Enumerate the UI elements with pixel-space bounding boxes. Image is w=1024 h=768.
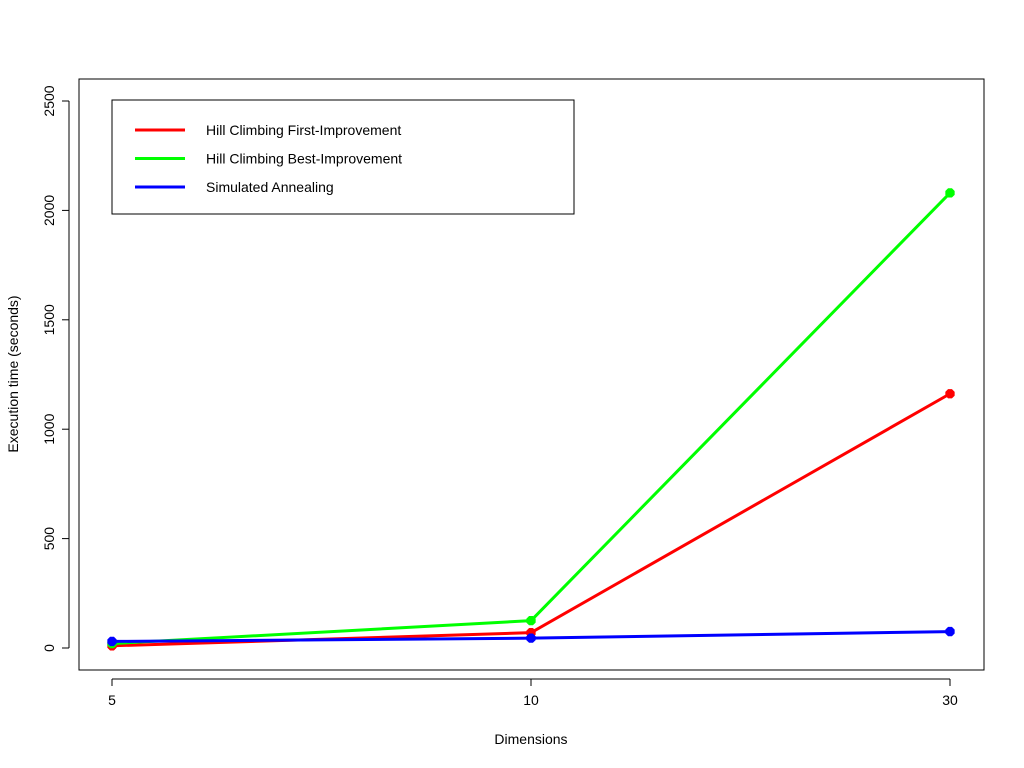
x-tick-label: 10: [523, 692, 539, 708]
y-axis: 0 500 1000 1500 2000 2500: [41, 85, 70, 652]
data-point: [107, 636, 117, 647]
x-tick-label: 30: [942, 692, 958, 708]
series-hill-climbing-best-improvement: [107, 188, 955, 649]
legend-box: [111, 99, 575, 215]
data-point: [526, 615, 536, 626]
y-tick-label: 0: [41, 644, 57, 652]
x-axis-label: Dimensions: [494, 731, 567, 747]
legend-label: Hill Climbing Best-Improvement: [206, 151, 402, 167]
series-line: [111, 191, 952, 646]
series-simulated-annealing: [107, 626, 955, 647]
y-tick-label: 1500: [41, 304, 57, 335]
x-tick-label: 5: [108, 692, 116, 708]
data-point: [945, 188, 955, 198]
series-layer: [107, 188, 955, 651]
y-axis-label: Execution time (seconds): [5, 295, 21, 452]
y-tick-label: 500: [41, 527, 57, 551]
series-hill-climbing-first-improvement: [107, 389, 955, 651]
legend-label: Hill Climbing First-Improvement: [206, 122, 401, 138]
legend: Hill Climbing First-Improvement Hill Clim…: [111, 99, 575, 215]
y-tick-label: 2000: [41, 195, 57, 226]
y-tick-label: 1000: [41, 413, 57, 444]
data-point: [945, 626, 955, 637]
y-tick-label: 2500: [41, 85, 57, 116]
plot-area-border: [78, 78, 985, 671]
data-point: [526, 633, 536, 643]
x-axis: 5 10 30: [108, 678, 958, 708]
data-point: [945, 389, 955, 399]
series-line: [111, 392, 951, 648]
legend-label: Simulated Annealing: [206, 179, 334, 195]
